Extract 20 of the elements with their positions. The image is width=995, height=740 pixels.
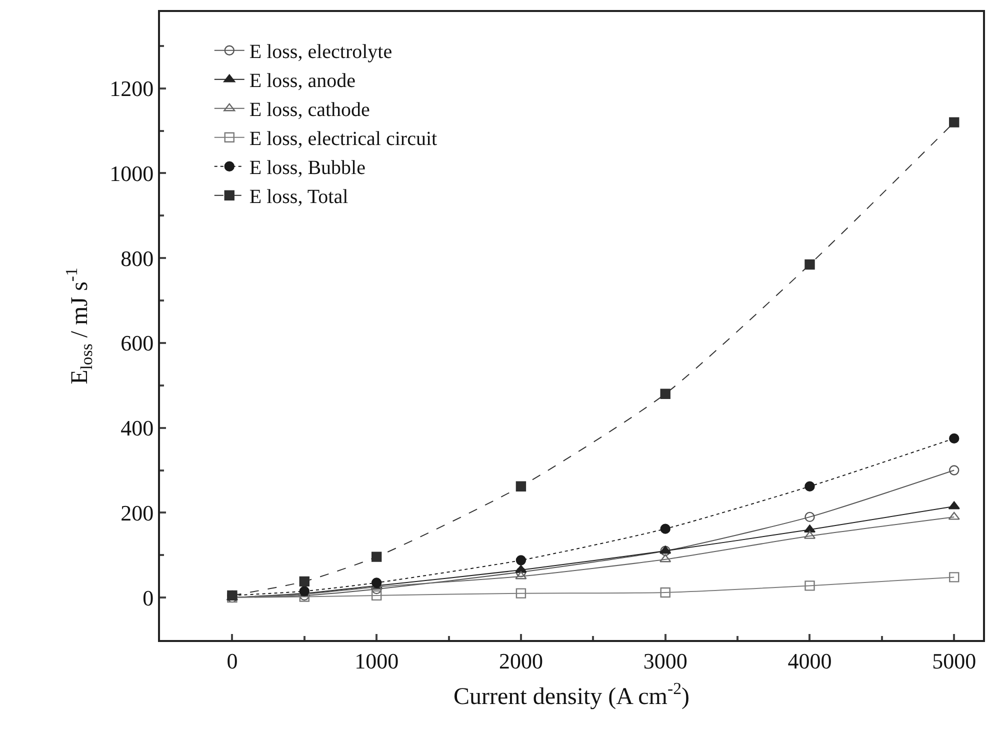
legend-label: E loss, Total	[249, 186, 349, 208]
x-axis-title: Current density (A cm$^{-2}$)	[454, 679, 690, 710]
x-tick-label: 1000	[354, 648, 399, 674]
legend-label: E loss, cathode	[249, 99, 370, 122]
x-tick-label: 5000	[932, 648, 976, 674]
legend-label: E loss, Bubble	[249, 157, 366, 180]
x-tick-label: 3000	[643, 648, 688, 674]
legend-label: E loss, electrical circuit	[249, 128, 438, 150]
x-tick-label: 0	[226, 648, 238, 674]
x-tick-label: 4000	[788, 648, 832, 674]
legend-label: E loss, anode	[249, 70, 356, 92]
y-tick-label: 0	[142, 585, 154, 610]
legend-label: E loss, electrolyte	[249, 41, 392, 64]
y-tick-label: 400	[120, 416, 154, 441]
y-tick-label: 800	[120, 246, 154, 271]
y-tick-label: 1200	[110, 76, 154, 102]
y-tick-label: 600	[120, 330, 154, 356]
y-tick-label: 200	[120, 500, 154, 526]
x-tick-label: 2000	[498, 648, 543, 674]
y-tick-label: 1000	[110, 160, 154, 186]
